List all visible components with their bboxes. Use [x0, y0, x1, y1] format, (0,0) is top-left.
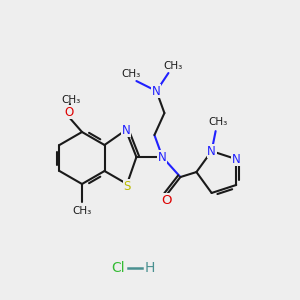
Text: N: N [232, 153, 241, 166]
Text: CH₃: CH₃ [72, 206, 92, 216]
Text: CH₃: CH₃ [122, 69, 141, 79]
Text: CH₃: CH₃ [208, 117, 227, 127]
Text: S: S [123, 179, 131, 193]
Text: N: N [122, 124, 130, 136]
Text: CH₃: CH₃ [164, 61, 183, 71]
Text: CH₃: CH₃ [61, 95, 81, 105]
Text: N: N [158, 151, 167, 164]
Text: Cl: Cl [111, 261, 125, 275]
Text: O: O [161, 194, 172, 206]
Text: H: H [145, 261, 155, 275]
Text: N: N [152, 85, 161, 98]
Text: N: N [207, 145, 216, 158]
Text: O: O [64, 106, 74, 118]
